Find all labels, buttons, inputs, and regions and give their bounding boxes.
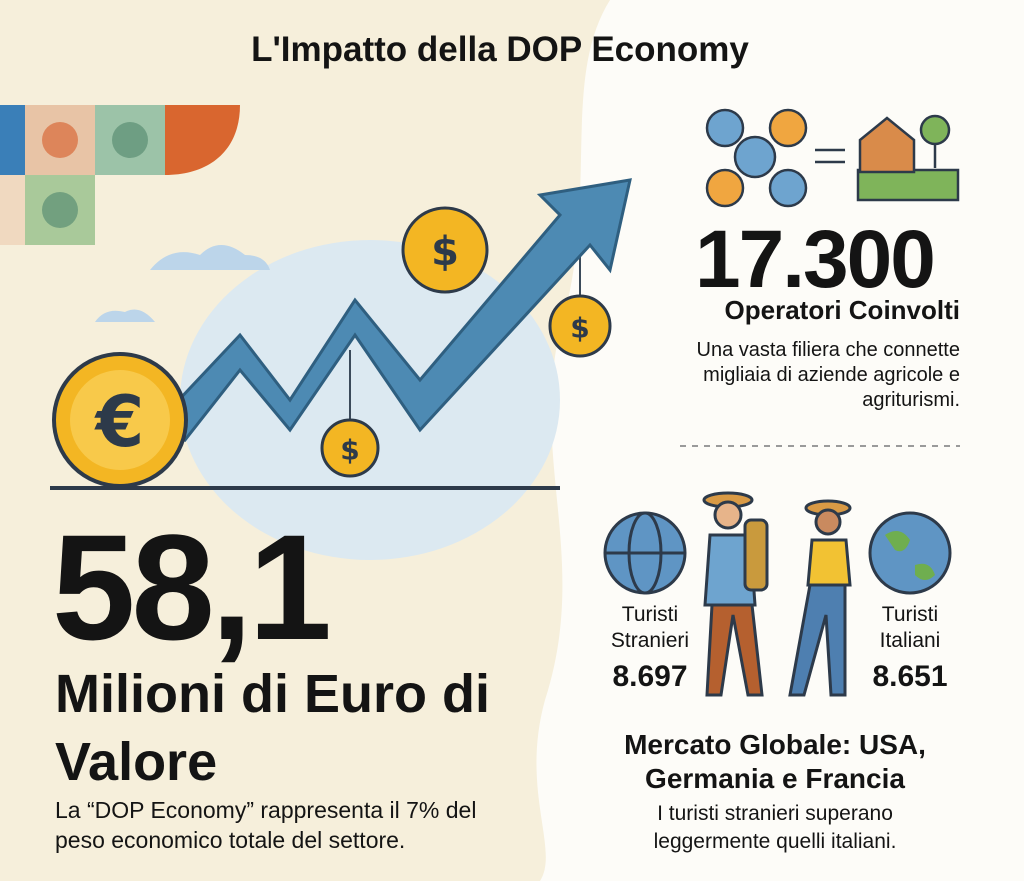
tourist-label: Turisti Stranieri (610, 603, 690, 652)
network-icons (705, 108, 845, 208)
note: La “DOP Economy” rappresenta il 7% del p… (55, 797, 477, 853)
coin-symbol: € (94, 381, 145, 463)
farm-icon (856, 114, 960, 202)
tourists-note: I turisti stranieri superano leggermente… (653, 802, 897, 853)
euro-coin: € (52, 352, 188, 488)
big-number-unit: Milioni di Euro di Valore (55, 664, 490, 792)
big-number: 58,1 (52, 503, 332, 671)
operators-number: 17.300 (695, 214, 936, 305)
coin-symbol: $ (570, 312, 589, 345)
market: Mercato Globale: USA, Germania e Francia (624, 729, 926, 794)
cloud (95, 309, 155, 322)
operators-description: Una vasta filiera che connette migliaia … (696, 339, 961, 411)
sky-circle (180, 240, 560, 560)
tourist-value: 8.651 (872, 660, 948, 693)
title: L'Impatto della DOP Economy (251, 30, 749, 69)
tourist-label: Turisti Italiani (879, 603, 941, 652)
coin-symbol: $ (431, 229, 459, 275)
growth-arrow (157, 178, 632, 443)
globes (603, 511, 952, 595)
tiles (0, 105, 240, 245)
cloud (150, 245, 270, 270)
dollar-coins: $ $ $ (320, 206, 612, 478)
hikers (702, 491, 852, 697)
coin-symbol: $ (340, 434, 359, 467)
operators-label: Operatori Coinvolti (724, 295, 960, 325)
tourist-value: 8.697 (612, 660, 688, 693)
